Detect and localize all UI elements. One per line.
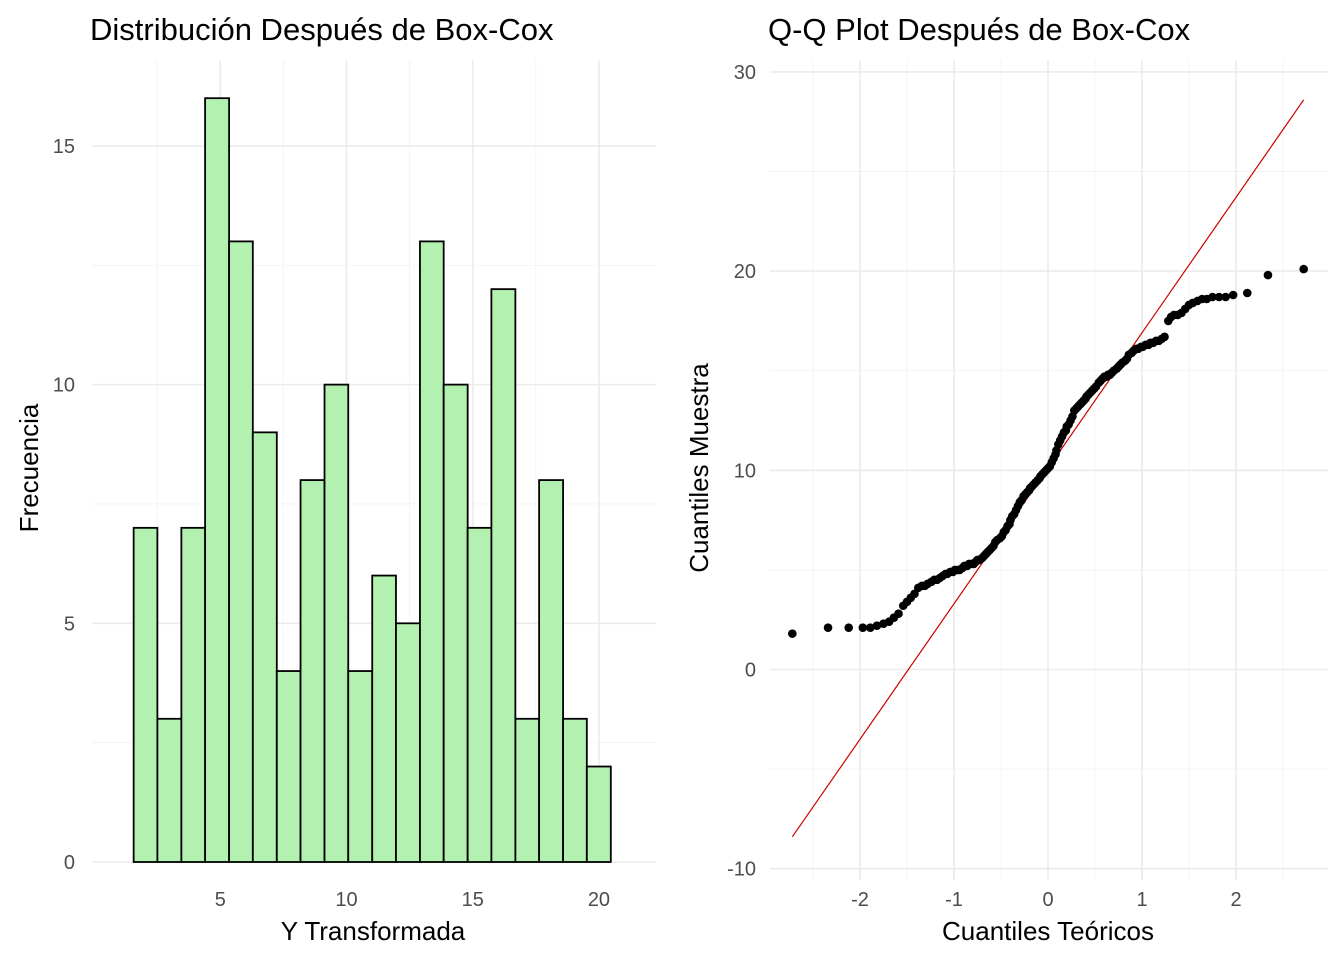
qq-point: [788, 629, 797, 638]
qq-gridlines: [770, 60, 1328, 880]
histogram-y-axis-label: Frecuencia: [14, 403, 44, 532]
qq-y-tick-label: 20: [734, 261, 756, 283]
histogram-bar: [323, 383, 350, 863]
qq-point: [823, 623, 833, 632]
histogram-bar: [228, 240, 254, 863]
qq-point: [1208, 292, 1217, 302]
histogram-x-tick-label: 20: [588, 889, 610, 911]
qq-points: [788, 264, 1308, 638]
qq-x-tick-label: 1: [1136, 889, 1147, 911]
qq-x-tick-label: 2: [1230, 889, 1241, 911]
histogram-y-tick-labels: 0 5 10 15: [53, 136, 75, 874]
histogram-y-tick-label: 0: [64, 852, 75, 874]
qq-point: [858, 623, 868, 632]
histogram-bars: [132, 97, 612, 863]
qq-point: [1242, 288, 1252, 298]
qq-x-tick-label: -2: [851, 889, 869, 911]
qq-point: [1299, 264, 1308, 274]
qq-y-tick-label: -10: [727, 859, 756, 881]
qq-x-tick-labels: -2 -1 0 1 2: [851, 889, 1241, 911]
qq-x-axis-label: Cuantiles Teóricos: [942, 916, 1154, 946]
qq-y-tick-label: 0: [745, 660, 756, 682]
qq-point: [1221, 292, 1230, 302]
qq-point: [1263, 270, 1273, 280]
qq-point: [894, 609, 903, 619]
histogram-bar: [275, 670, 302, 863]
histogram-bar: [419, 240, 445, 863]
histogram-bar: [562, 717, 588, 863]
histogram-y-tick-label: 10: [53, 375, 75, 397]
qq-x-tick-label: 0: [1042, 889, 1053, 911]
qq-plot-title: Q-Q Plot Después de Box-Cox: [768, 12, 1191, 47]
qq-point: [866, 623, 875, 632]
qq-point: [1160, 332, 1169, 342]
qq-y-tick-label: 10: [734, 460, 756, 482]
qq-y-axis-label: Cuantiles Muestra: [684, 363, 714, 573]
qq-plot-panel: Q-Q Plot Después de Box-Cox -2 -1 0 1 2 -100…: [684, 12, 1328, 946]
histogram-x-tick-label: 10: [335, 889, 357, 911]
qq-point: [1214, 292, 1224, 302]
qq-y-tick-label: 30: [734, 62, 756, 84]
qq-point: [1228, 290, 1238, 300]
histogram-bar: [395, 622, 421, 863]
histogram-panel: Distribución Después de Box-Cox 5 10 15 20 …: [14, 12, 656, 946]
histogram-bar: [156, 717, 183, 863]
histogram-bar: [132, 526, 159, 863]
histogram-bar: [251, 431, 278, 863]
histogram-bar: [466, 526, 493, 863]
histogram-bar: [347, 670, 374, 863]
histogram-y-tick-label: 15: [53, 136, 75, 158]
histogram-y-tick-label: 5: [64, 613, 75, 635]
histogram-bar: [371, 574, 397, 863]
histogram-x-tick-label: 5: [215, 889, 226, 911]
qq-point: [872, 621, 882, 630]
histogram-bar: [585, 765, 612, 863]
histogram-title: Distribución Después de Box-Cox: [90, 12, 554, 47]
histogram-bar: [514, 717, 541, 863]
histogram-x-tick-labels: 5 10 15 20: [215, 889, 610, 911]
histogram-x-axis-label: Y Transformada: [281, 916, 466, 946]
histogram-bar: [204, 97, 230, 863]
histogram-bar: [180, 526, 207, 863]
histogram-x-tick-label: 15: [462, 889, 484, 911]
qq-x-tick-label: -1: [945, 889, 963, 911]
histogram-bar: [442, 383, 469, 863]
qq-point: [844, 623, 854, 632]
histogram-bar: [299, 479, 326, 863]
histogram-bar: [490, 288, 517, 863]
histogram-bar: [538, 479, 564, 863]
qq-y-tick-labels: -10 0 10 20 30: [727, 62, 756, 881]
